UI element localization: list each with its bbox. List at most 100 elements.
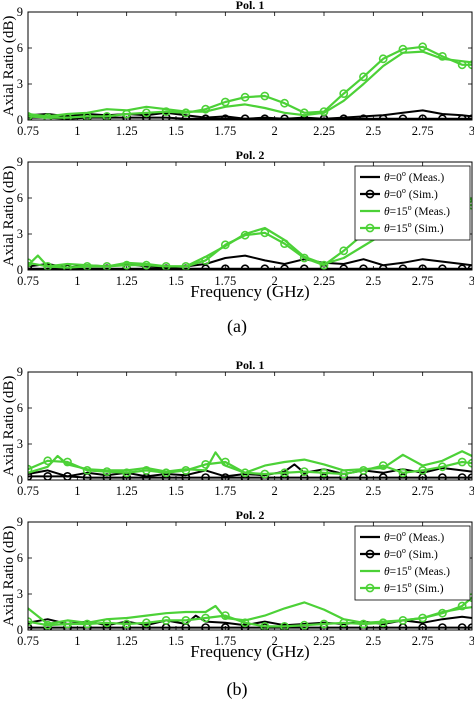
x-tick-label: 1.75 <box>214 274 236 288</box>
series-sim15-marker <box>398 468 408 478</box>
series-sim0-marker <box>359 264 368 270</box>
legend-entry: θ=15o (Sim.) <box>384 580 444 595</box>
series-sim15-marker <box>122 109 132 119</box>
figure-label: (a) <box>227 316 247 337</box>
panel-title: Pol. 1 <box>236 0 265 12</box>
legend-entry: θ=0o (Meas.) <box>384 529 444 544</box>
legend-entry: θ=15o (Meas.) <box>384 563 450 578</box>
series-sim15-marker <box>43 113 53 120</box>
series-sim15-marker <box>280 239 289 248</box>
series-sim0-marker <box>299 473 309 480</box>
series-sim0-marker <box>240 114 250 120</box>
series-sim0-marker <box>378 114 388 120</box>
x-tick-label: 3 <box>469 124 474 138</box>
x-tick-label: 2.25 <box>313 484 335 498</box>
y-axis-label: Axial Ratio (dB) <box>1 166 17 267</box>
y-tick-label: 6 <box>17 551 23 565</box>
x-tick-label: 1.25 <box>116 124 138 138</box>
series-sim0-marker <box>201 114 210 120</box>
series-sim15-marker <box>260 228 270 238</box>
y-tick-label: 3 <box>17 437 23 451</box>
series-sim15-marker <box>102 112 112 120</box>
plot-frame <box>27 371 473 481</box>
x-tick-label: 2.5 <box>366 124 382 138</box>
legend-entry-sup: o <box>402 169 406 178</box>
x-tick-label: 2.75 <box>412 274 434 288</box>
series-sim15-marker <box>299 467 309 476</box>
legend-entry-eq: =0 <box>390 549 402 561</box>
series-sim15-marker <box>201 613 210 623</box>
x-tick-label: 0.75 <box>17 124 39 138</box>
series-sim0-marker <box>240 264 250 270</box>
y-axis-label: Axial Ratio (dB) <box>1 16 17 117</box>
series-sim15-marker <box>181 465 191 475</box>
y-tick-label: 9 <box>17 365 23 379</box>
series-sim0-marker <box>142 623 151 630</box>
legend-entry: θ=15o (Meas.) <box>384 203 450 218</box>
legend-entry-tail: (Meas.) <box>412 206 450 218</box>
series-sim15-marker <box>457 601 467 611</box>
series-sim0-marker <box>220 473 230 480</box>
series-sim0-marker <box>378 473 388 480</box>
x-tick-label: 1.5 <box>168 124 184 138</box>
series-sim15-marker <box>181 108 191 118</box>
series-sim15-marker <box>260 469 270 479</box>
series-sim15-marker <box>260 91 270 101</box>
series-sim15-marker <box>339 89 349 98</box>
legend-swatch-marker <box>365 583 375 593</box>
series-sim15-marker <box>161 107 171 116</box>
legend-entry-tail: (Meas.) <box>412 566 450 578</box>
legend-entry-eq: =15 <box>390 206 408 218</box>
series-sim0-marker <box>438 473 447 480</box>
x-tick-label: 2.5 <box>366 634 382 648</box>
x-tick-label: 1 <box>74 634 80 648</box>
series-sim15-marker <box>82 619 92 629</box>
y-tick-label: 6 <box>17 401 23 415</box>
y-tick-label: 0 <box>17 473 23 487</box>
series-sim15-marker <box>280 622 289 630</box>
series-sim15-marker <box>418 465 428 475</box>
series-sim15-marker <box>102 467 112 476</box>
x-tick-label: 2.5 <box>366 274 382 288</box>
x-tick-label: 1.75 <box>214 484 236 498</box>
x-tick-label: 2 <box>272 484 278 498</box>
series-sim15-marker <box>319 260 329 270</box>
series-sim0-marker <box>319 473 329 480</box>
series-sim15-marker <box>378 54 388 64</box>
plot-frame <box>27 11 473 121</box>
series-sim15-marker <box>437 608 447 618</box>
series-sim0-marker <box>280 264 289 270</box>
series-sim15-marker <box>28 112 33 120</box>
series-sim0-marker <box>220 264 230 270</box>
legend-entry-tail: (Sim.) <box>412 223 444 235</box>
legend-entry-tail: (Meas.) <box>406 172 444 184</box>
series-sim15-line <box>28 45 472 119</box>
legend-entry-eq: =0 <box>390 172 402 184</box>
series-sim15-marker <box>339 246 349 256</box>
y-tick-label: 3 <box>17 77 23 91</box>
series-sim15-marker <box>28 258 33 268</box>
x-axis-label: Frequency (GHz) <box>190 282 309 301</box>
panel-2: Pol. 2 0.75 1 1.25 1.5 1.75 2 2.25 2.5 2.75 3 0 3 6 9A… <box>1 148 474 301</box>
y-axis-label: Axial Ratio (dB) <box>1 526 17 627</box>
series-sim15-marker <box>299 108 309 118</box>
series-sim0-marker <box>280 114 289 120</box>
series-sim0-marker <box>457 473 467 480</box>
x-tick-label: 1 <box>74 484 80 498</box>
x-tick-label: 2.75 <box>412 124 434 138</box>
series-sim15-line <box>28 459 472 476</box>
series-group <box>28 450 472 480</box>
x-tick-label: 0.75 <box>17 274 39 288</box>
series-sim15-marker <box>359 619 368 629</box>
legend-swatch-marker <box>365 223 375 233</box>
legend-entry-eq: =15 <box>390 223 408 235</box>
y-tick-label: 6 <box>17 191 23 205</box>
y-tick-label: 9 <box>17 515 23 529</box>
series-sim0-marker <box>339 264 349 270</box>
y-tick-label: 0 <box>17 623 23 637</box>
series-sim15-marker <box>378 618 388 628</box>
series-sim0-marker <box>28 623 33 630</box>
series-sim0-marker <box>457 114 467 120</box>
x-tick-label: 1.5 <box>168 634 184 648</box>
series-sim15-marker <box>398 44 408 54</box>
